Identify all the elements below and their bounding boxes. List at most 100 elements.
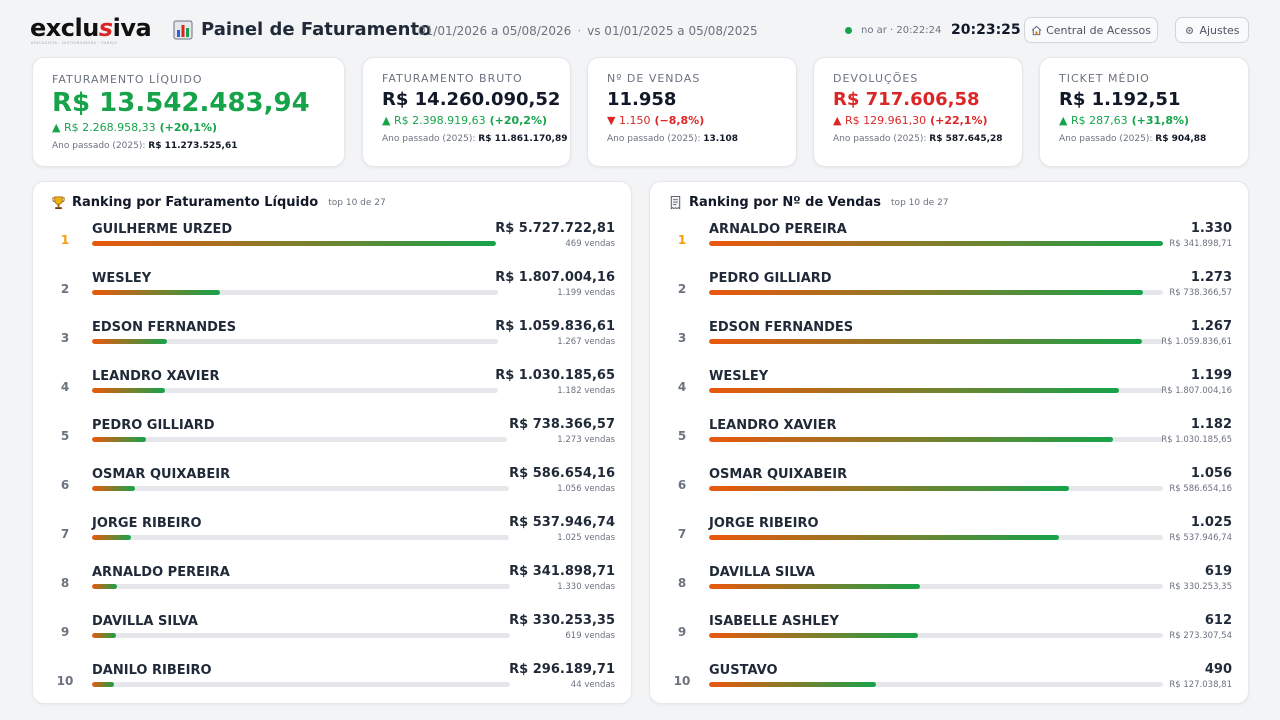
kpi-delta-amount: ▲ R$ 2.268.958,33 (52, 121, 156, 134)
metric-subtext: 1.056 vendas (557, 484, 615, 494)
kpi-value: R$ 1.192,51 (1059, 89, 1181, 110)
metric-subtext: 1.267 vendas (557, 337, 615, 347)
ranking-row[interactable]: 9 DAVILLA SILVA R$ 330.253,35 619 vendas (33, 608, 633, 657)
rank-number: 9 (60, 625, 70, 639)
kpi-label: FATURAMENTO LÍQUIDO (52, 73, 203, 86)
ranking-row[interactable]: 5 LEANDRO XAVIER 1.182 R$ 1.030.185,65 (650, 412, 1250, 461)
settings-label: Ajustes (1199, 23, 1240, 37)
ranking-row[interactable]: 2 PEDRO GILLIARD 1.273 R$ 738.366,57 (650, 265, 1250, 314)
ranking-row[interactable]: 5 PEDRO GILLIARD R$ 738.366,57 1.273 vendas (33, 412, 633, 461)
kpi-card-returns: DEVOLUÇÕES R$ 717.606,58 ▲ R$ 129.961,30… (813, 57, 1023, 167)
clock: 20:23:25 (951, 22, 1021, 38)
ranking-row[interactable]: 2 WESLEY R$ 1.807.004,16 1.199 vendas (33, 265, 633, 314)
seller-name: LEANDRO XAVIER (709, 418, 837, 433)
rank-number: 10 (56, 674, 74, 688)
progress-track (92, 388, 498, 393)
seller-name: JORGE RIBEIRO (709, 516, 819, 531)
live-status-text: no ar · 20:22:24 (861, 25, 942, 36)
seller-name: JORGE RIBEIRO (92, 516, 202, 531)
progress-track (709, 388, 1163, 393)
kpi-label: DEVOLUÇÕES (833, 72, 919, 85)
metric-subtext: R$ 273.307,54 (1169, 631, 1232, 641)
rank-number: 1 (60, 233, 70, 247)
metric-value: R$ 738.366,57 (509, 417, 615, 432)
kpi-previous-label: Ano passado (2025): (52, 141, 146, 151)
rank-number: 3 (677, 331, 687, 345)
seller-name: EDSON FERNANDES (92, 320, 237, 335)
ranking-row[interactable]: 6 OSMAR QUIXABEIR R$ 586.654,16 1.056 venda… (33, 461, 633, 510)
logo-wordmark: exclusiva (30, 14, 152, 42)
metric-value: 1.025 (1190, 515, 1232, 530)
seller-name: DAVILLA SILVA (92, 614, 198, 629)
settings-button[interactable]: Ajustes (1175, 17, 1249, 43)
date-range[interactable]: 01/01/2026 a 05/08/2026 · vs 01/01/2025 a … (418, 24, 758, 38)
metric-subtext: 1.330 vendas (557, 582, 615, 592)
metric-subtext: R$ 341.898,71 (1169, 239, 1232, 249)
kpi-previous-value: R$ 11.273.525,61 (148, 141, 238, 151)
ranking-row[interactable]: 7 JORGE RIBEIRO R$ 537.946,74 1.025 vendas (33, 510, 633, 559)
rank-number: 10 (673, 674, 691, 688)
rank-number: 1 (677, 233, 687, 247)
kpi-previous-label: Ano passado (2025): (382, 134, 476, 144)
kpi-previous-value: R$ 904,88 (1155, 134, 1207, 144)
progress-fill (709, 290, 1144, 295)
seller-name: EDSON FERNANDES (709, 320, 854, 335)
rank-number: 8 (60, 576, 70, 590)
progress-fill (92, 486, 135, 491)
metric-value: R$ 586.654,16 (509, 466, 615, 481)
progress-fill (709, 486, 1070, 491)
metric-value: 1.273 (1190, 270, 1232, 285)
panel-tag: top 10 de 27 (891, 197, 949, 208)
ranking-row[interactable]: 6 OSMAR QUIXABEIR 1.056 R$ 586.654,16 (650, 461, 1250, 510)
kpi-delta: ▼ 1.150 (−8,8%) (607, 114, 796, 127)
metric-subtext: 44 vendas (570, 680, 615, 690)
metric-subtext: 1.199 vendas (557, 288, 615, 298)
kpi-value: R$ 14.260.090,52 (382, 89, 561, 110)
kpi-previous: Ano passado (2025): R$ 11.861.170,89 (382, 134, 570, 144)
seller-name: OSMAR QUIXABEIR (709, 467, 848, 482)
panel-title: Ranking por Nº de Vendas (689, 195, 882, 210)
progress-track (92, 584, 510, 589)
progress-track (709, 290, 1163, 295)
period-current: 01/01/2026 a 05/08/2026 (418, 24, 572, 38)
metric-subtext: 1.273 vendas (557, 435, 615, 445)
rank-number: 3 (60, 331, 70, 345)
progress-track (709, 339, 1163, 344)
ranking-row[interactable]: 8 DAVILLA SILVA 619 R$ 330.253,35 (650, 559, 1250, 608)
progress-fill (92, 241, 496, 246)
panel-title: Ranking por Faturamento Líquido (72, 195, 319, 210)
progress-track (92, 290, 498, 295)
seller-name: GUILHERME URZED (92, 222, 233, 237)
metric-subtext: R$ 1.807.004,16 (1161, 386, 1232, 396)
ranking-row[interactable]: 3 EDSON FERNANDES R$ 1.059.836,61 1.267 ven… (33, 314, 633, 363)
metric-value: 1.267 (1190, 319, 1232, 334)
kpi-delta-amount: ▲ R$ 2.398.919,63 (382, 114, 486, 127)
progress-track (709, 633, 1163, 638)
home-icon (1031, 25, 1042, 35)
ranking-row[interactable]: 8 ARNALDO PEREIRA R$ 341.898,71 1.330 venda… (33, 559, 633, 608)
ranking-row[interactable]: 1 GUILHERME URZED R$ 5.727.722,81 469 venda… (33, 216, 633, 265)
rank-number: 7 (677, 527, 687, 541)
ranking-row[interactable]: 9 ISABELLE ASHLEY 612 R$ 273.307,54 (650, 608, 1250, 657)
ranking-row[interactable]: 10 DANILO RIBEIRO R$ 296.189,71 44 vendas (33, 657, 633, 706)
progress-track (92, 682, 510, 687)
metric-value: 490 (1204, 662, 1232, 677)
rank-number: 6 (677, 478, 687, 492)
ranking-row[interactable]: 1 ARNALDO PEREIRA 1.330 R$ 341.898,71 (650, 216, 1250, 265)
period-separator: · (577, 24, 582, 38)
seller-name: ARNALDO PEREIRA (709, 222, 847, 237)
kpi-previous-value: R$ 11.861.170,89 (478, 134, 568, 144)
ranking-row[interactable]: 3 EDSON FERNANDES 1.267 R$ 1.059.836,61 (650, 314, 1250, 363)
kpi-delta-amount: ▲ R$ 287,63 (1059, 114, 1128, 127)
kpi-delta-percent: (+31,8%) (1131, 114, 1190, 127)
ranking-row[interactable]: 4 LEANDRO XAVIER R$ 1.030.185,65 1.182 vend… (33, 363, 633, 412)
progress-track (92, 535, 509, 540)
central-access-button[interactable]: Central de Acessos (1024, 17, 1158, 43)
metric-subtext: R$ 738.366,57 (1169, 288, 1232, 298)
ranking-row[interactable]: 7 JORGE RIBEIRO 1.025 R$ 537.946,74 (650, 510, 1250, 559)
ranking-row[interactable]: 4 WESLEY 1.199 R$ 1.807.004,16 (650, 363, 1250, 412)
rank-number: 5 (60, 429, 70, 443)
ranking-row[interactable]: 10 GUSTAVO 490 R$ 127.038,81 (650, 657, 1250, 706)
seller-name: OSMAR QUIXABEIR (92, 467, 231, 482)
kpi-previous-label: Ano passado (2025): (1059, 134, 1153, 144)
